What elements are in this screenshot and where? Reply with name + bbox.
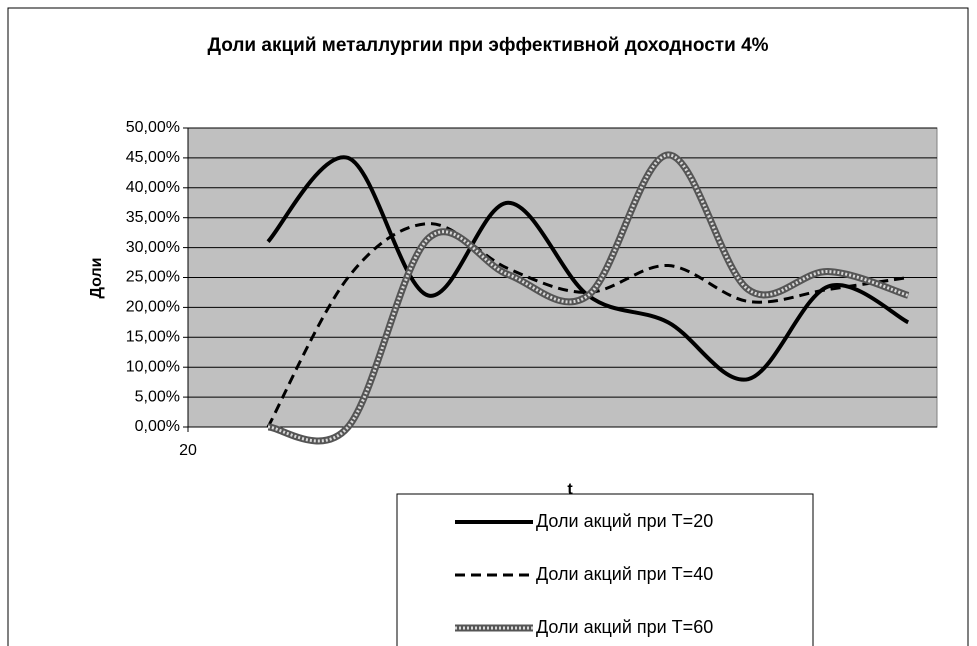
legend-label: Доли акций при T=40 xyxy=(536,564,713,584)
legend: Доли акций при T=20 Доли акций при T=40 До… xyxy=(396,493,814,646)
y-tick-label: 0,00% xyxy=(135,418,180,435)
y-tick-label: 25,00% xyxy=(126,269,180,286)
y-tick-label: 15,00% xyxy=(126,329,180,346)
legend-label: Доли акций при T=20 xyxy=(536,511,713,531)
y-tick-label: 50,00% xyxy=(126,119,180,136)
line-pattern xyxy=(267,153,909,443)
y-axis-title: Доли xyxy=(88,258,105,299)
series-line xyxy=(266,155,910,382)
y-tick-label: 10,00% xyxy=(126,358,180,375)
x-axis-title: t xyxy=(567,481,573,498)
y-tick-label: 40,00% xyxy=(126,179,180,196)
legend-label: Доли акций при T=60 xyxy=(536,617,713,637)
y-tick-label: 35,00% xyxy=(126,209,180,226)
y-tick-label: 30,00% xyxy=(126,239,180,256)
chart-title: Доли акций металлургии при эффективной д… xyxy=(207,35,768,56)
legend-box xyxy=(396,493,814,646)
y-tick-label: 45,00% xyxy=(126,149,180,166)
x-tick-label: 20 xyxy=(179,442,197,459)
y-tick-label: 20,00% xyxy=(126,299,180,316)
series-line xyxy=(266,222,909,428)
y-tick-label: 5,00% xyxy=(135,388,180,405)
